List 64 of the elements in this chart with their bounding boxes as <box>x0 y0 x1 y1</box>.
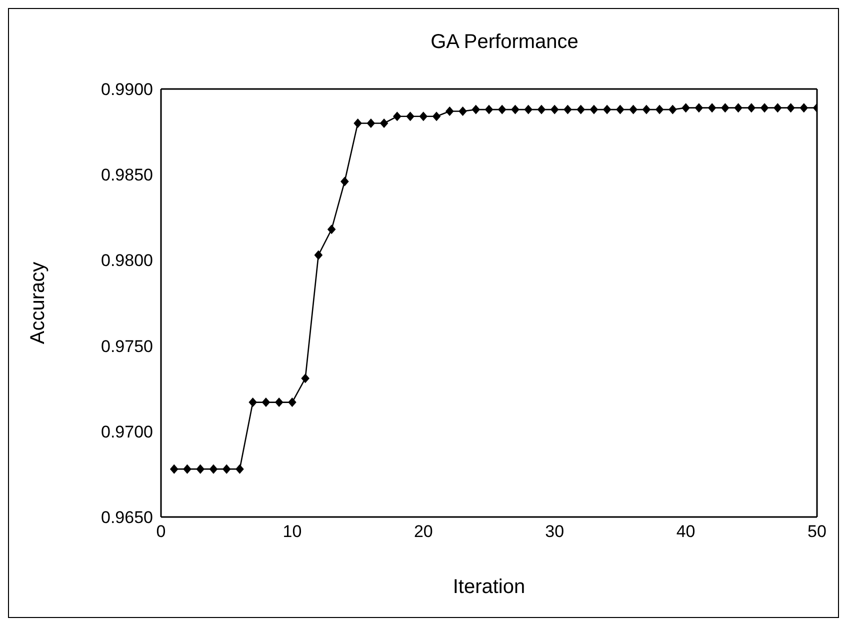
point <box>760 103 769 112</box>
point <box>446 106 454 116</box>
point <box>183 464 192 474</box>
point <box>301 374 310 383</box>
point <box>432 112 441 121</box>
chart-title: GA Performance <box>430 31 580 54</box>
x-tick-label: 30 <box>545 522 564 542</box>
point <box>590 105 598 114</box>
point <box>524 105 532 114</box>
point <box>774 103 782 112</box>
point <box>800 103 808 112</box>
point <box>366 118 375 128</box>
point <box>472 105 480 114</box>
x-tick-label: 40 <box>676 522 696 542</box>
y-tick-label: 0.9700 <box>101 422 153 442</box>
point <box>694 103 703 112</box>
point <box>786 103 795 112</box>
point <box>248 398 257 407</box>
point <box>603 105 612 114</box>
point <box>629 105 638 114</box>
point <box>511 105 520 114</box>
y-tick-label: 0.9850 <box>101 166 153 185</box>
point <box>354 118 362 128</box>
point <box>170 464 178 474</box>
y-tick-label: 0.9650 <box>101 508 153 528</box>
x-tick-label: 0 <box>156 522 166 542</box>
point <box>288 398 296 407</box>
point <box>616 105 624 114</box>
x-tick-label: 50 <box>808 522 826 542</box>
point <box>419 112 428 121</box>
point <box>340 176 349 186</box>
point <box>564 105 572 114</box>
x-tick-label: 10 <box>282 522 302 542</box>
point <box>721 103 730 112</box>
point <box>236 464 244 474</box>
point <box>537 105 546 114</box>
point <box>196 464 204 474</box>
point <box>458 106 467 116</box>
point <box>314 250 322 260</box>
point <box>656 105 664 114</box>
point <box>498 105 506 114</box>
point <box>380 118 388 128</box>
point <box>734 103 742 112</box>
point <box>222 464 231 474</box>
point <box>576 105 585 114</box>
point <box>550 105 559 114</box>
y-tick-label: 0.9750 <box>101 336 153 356</box>
point <box>642 105 650 114</box>
point <box>708 103 716 112</box>
y-tick-label: 0.9900 <box>101 80 153 100</box>
y-tick-label: 0.9800 <box>101 251 153 270</box>
point <box>668 105 677 114</box>
point <box>747 103 756 112</box>
x-tick-label: 20 <box>414 522 433 542</box>
point <box>328 224 336 234</box>
point <box>682 103 690 112</box>
point <box>406 112 414 121</box>
point <box>209 464 218 474</box>
point <box>262 398 270 407</box>
y-axis-title: Accuracy <box>27 262 50 344</box>
point <box>275 398 284 407</box>
point <box>393 112 402 121</box>
x-axis-title: Iteration <box>452 576 526 598</box>
point <box>485 105 493 114</box>
